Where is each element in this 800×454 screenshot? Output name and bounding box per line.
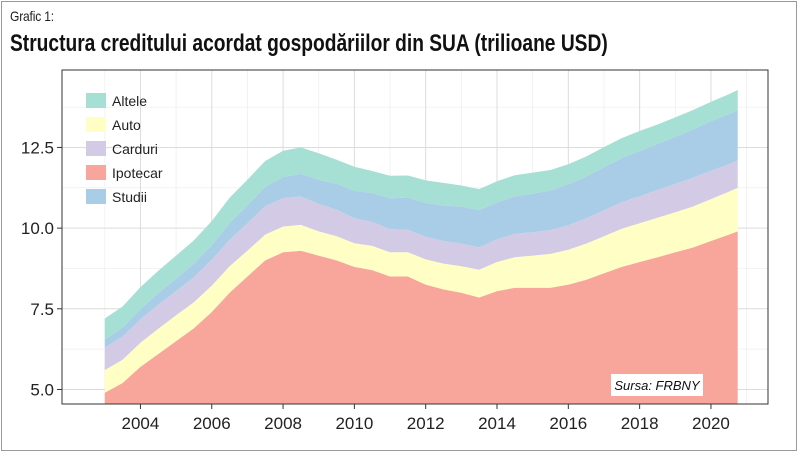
x-tick-label: 2016	[549, 414, 587, 433]
x-tick-label: 2014	[478, 414, 516, 433]
x-tick-label: 2004	[122, 414, 160, 433]
x-tick-label: 2010	[335, 414, 373, 433]
source-note-text: Sursa: FRBNY	[614, 378, 701, 393]
legend-label-studii: Studii	[112, 189, 147, 205]
area-studii	[104, 110, 738, 348]
y-tick-label: 10.0	[21, 219, 54, 238]
x-tick-label: 2008	[264, 414, 302, 433]
y-tick-label: 7.5	[30, 300, 54, 319]
x-tick-label: 2012	[407, 414, 445, 433]
area-series	[104, 90, 738, 404]
plot-border	[61, 69, 769, 405]
x-tick-label: 2020	[692, 414, 730, 433]
legend-label-ipotecar: Ipotecar	[112, 165, 163, 181]
area-ipotecar	[104, 231, 738, 404]
legend-swatch-carduri	[86, 141, 106, 156]
legend-label-altele: Altele	[112, 93, 147, 109]
legend-label-carduri: Carduri	[112, 141, 158, 157]
legend-swatch-ipotecar	[86, 165, 106, 180]
legend-label-auto: Auto	[112, 117, 141, 133]
area-auto	[104, 187, 738, 393]
legend-swatch-studii	[86, 189, 106, 204]
y-tick-label: 5.0	[30, 380, 54, 399]
x-tick-label: 2018	[621, 414, 659, 433]
axis-ticks: 5.0 7.5 10.0 12.5 2004 2006 2008 2010 2012 2014 20…	[21, 138, 730, 433]
area-carduri	[104, 160, 738, 371]
source-note: Sursa: FRBNY	[611, 374, 703, 396]
y-tick-label: 12.5	[21, 138, 54, 157]
legend: Altele Auto Carduri Ipotecar Studii	[86, 93, 163, 205]
source-note-box	[611, 374, 703, 396]
chart-title: Structura creditului acordat gospodăriil…	[10, 30, 608, 57]
x-tick-label: 2006	[193, 414, 231, 433]
legend-swatch-altele	[86, 93, 106, 108]
legend-swatch-auto	[86, 117, 106, 132]
area-altele	[104, 90, 738, 340]
chart-figure-number: Grafic 1:	[10, 8, 54, 24]
